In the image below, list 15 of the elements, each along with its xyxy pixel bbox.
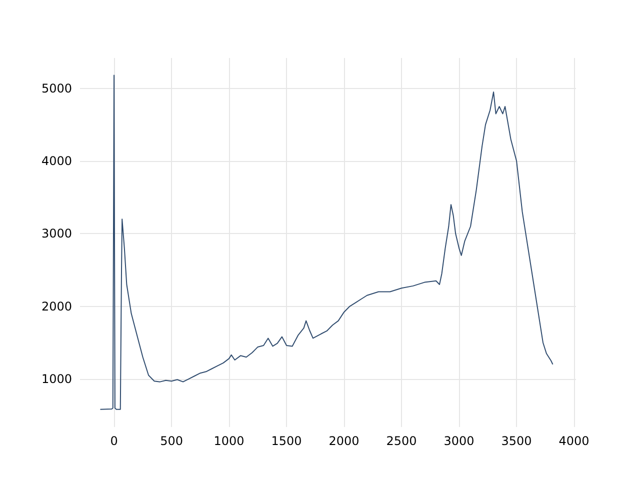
x-tick-label: 3000 [444, 434, 474, 448]
y-tick-label: 5000 [41, 81, 72, 96]
x-tick-label: 2500 [386, 434, 417, 448]
x-tick-label: 1000 [214, 434, 244, 448]
x-tick-label: 4000 [558, 434, 590, 448]
x-tick-label: 1500 [271, 434, 302, 448]
y-tick-label: 4000 [41, 154, 72, 168]
y-tick-label: 3000 [41, 226, 72, 241]
y-tick-label: 2000 [41, 299, 72, 314]
y-tick-label: 1000 [41, 372, 72, 386]
x-tick-label: 3500 [501, 434, 532, 448]
x-tick-label: 2000 [328, 434, 360, 448]
line-series [100, 74, 554, 410]
x-tick-label: 0 [110, 434, 118, 448]
x-tick-label: 500 [160, 434, 183, 448]
